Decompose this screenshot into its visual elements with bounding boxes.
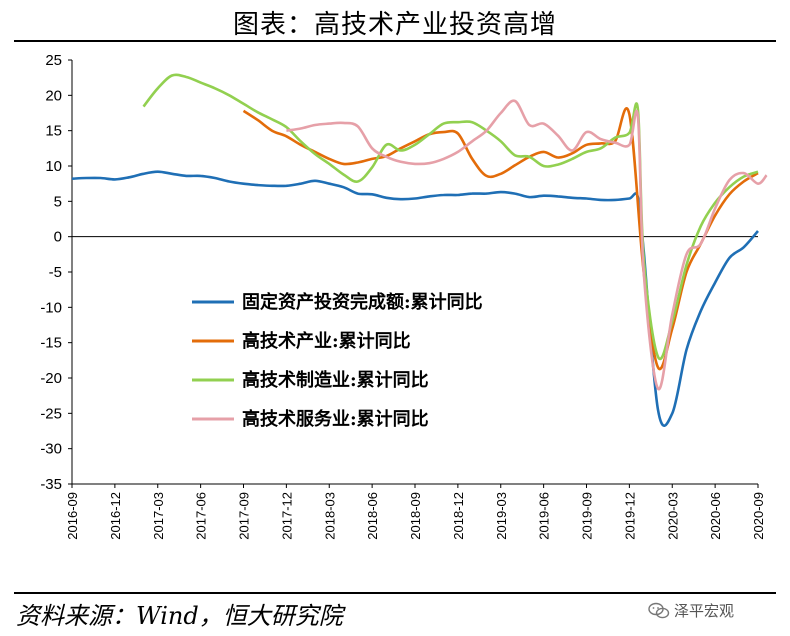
x-tick-label: 2018-09 bbox=[408, 492, 423, 540]
wechat-icon bbox=[648, 602, 670, 618]
x-tick-label: 2016-09 bbox=[65, 492, 80, 540]
page-title: 图表：高技术产业投资高增 bbox=[232, 10, 557, 40]
watermark-text: 泽平宏观 bbox=[674, 602, 735, 620]
y-tick-label: 20 bbox=[45, 87, 62, 104]
y-tick-label: 25 bbox=[45, 52, 62, 69]
legend-label: 高技术产业:累计同比 bbox=[242, 330, 411, 352]
x-tick-label: 2020-09 bbox=[751, 492, 766, 540]
y-tick-label: -15 bbox=[40, 335, 62, 352]
y-tick-label: -20 bbox=[40, 370, 62, 387]
legend-label: 高技术制造业:累计同比 bbox=[242, 369, 429, 391]
x-tick-label: 2017-12 bbox=[279, 492, 294, 540]
y-tick-label: -10 bbox=[40, 299, 62, 316]
x-tick-label: 2018-06 bbox=[365, 492, 380, 540]
y-tick-label: -35 bbox=[40, 476, 62, 493]
y-tick-label: -30 bbox=[40, 441, 62, 458]
y-tick-label: 0 bbox=[54, 229, 62, 246]
title-divider bbox=[14, 40, 776, 42]
x-tick-label: 2020-03 bbox=[665, 492, 680, 540]
legend-label: 固定资产投资完成额:累计同比 bbox=[242, 291, 483, 313]
y-tick-label: -25 bbox=[40, 405, 62, 422]
x-tick-label: 2017-06 bbox=[194, 492, 209, 540]
x-tick-label: 2016-12 bbox=[108, 492, 123, 540]
x-tick-label: 2019-06 bbox=[537, 492, 552, 540]
series-line-2 bbox=[242, 107, 759, 371]
x-tick-label: 2020-06 bbox=[708, 492, 723, 540]
x-axis-ticks: 2016-09 2016-12 2017-03 2017-06 2017-09 2017-… bbox=[65, 483, 766, 540]
series-line-3 bbox=[142, 73, 759, 361]
x-tick-label: 2019-09 bbox=[580, 492, 595, 540]
y-tick-label: 10 bbox=[45, 158, 62, 175]
legend: 固定资产投资完成额:累计同比高技术产业:累计同比高技术制造业:累计同比高技术服务… bbox=[192, 291, 483, 430]
watermark: 泽平宏观 bbox=[648, 600, 734, 621]
x-tick-label: 2019-12 bbox=[622, 492, 637, 540]
y-tick-label: -5 bbox=[49, 264, 62, 281]
y-tick-label: 15 bbox=[45, 123, 62, 140]
y-axis-ticks: 25 20 15 10 5 0 -5 -10 -15 -20 -25 -30 -35 bbox=[40, 52, 72, 493]
x-tick-label: 2018-12 bbox=[451, 492, 466, 540]
x-tick-label: 2017-09 bbox=[237, 492, 252, 540]
legend-label: 高技术服务业:累计同比 bbox=[242, 408, 429, 430]
series-line-4 bbox=[286, 99, 768, 391]
source-note: 资料来源：Wind，恒大研究院 bbox=[16, 602, 343, 630]
x-tick-label: 2019-03 bbox=[494, 492, 509, 540]
series-lines bbox=[71, 73, 768, 427]
x-tick-label: 2018-03 bbox=[322, 492, 337, 540]
y-tick-label: 5 bbox=[54, 193, 62, 210]
footer-divider bbox=[14, 592, 776, 594]
x-tick-label: 2017-03 bbox=[151, 492, 166, 540]
